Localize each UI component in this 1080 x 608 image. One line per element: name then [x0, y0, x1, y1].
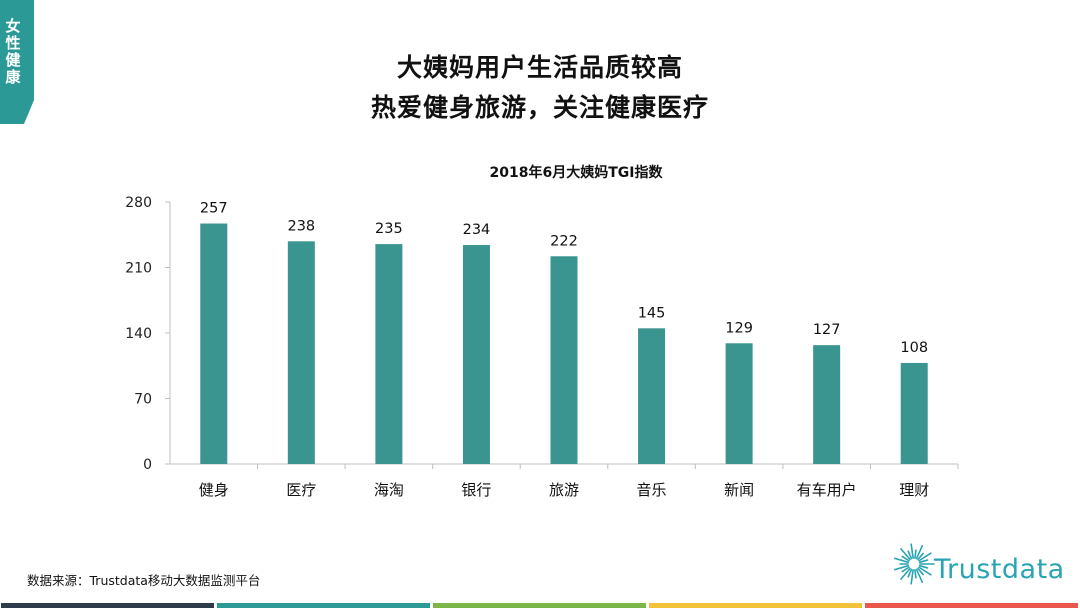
starburst-ray	[900, 567, 911, 580]
x-tick-label: 海淘	[374, 481, 404, 499]
starburst-ray	[910, 543, 914, 559]
footer-color-segment	[217, 603, 430, 608]
starburst-ray	[900, 548, 911, 561]
bar	[200, 223, 228, 464]
bar	[287, 241, 315, 464]
data-label: 108	[900, 340, 928, 356]
bar	[638, 328, 666, 464]
y-tick-label: 280	[125, 195, 152, 211]
starburst-ray	[901, 566, 910, 573]
x-tick-label: 健身	[199, 481, 229, 499]
trustdata-logo: Trustdata	[894, 536, 1074, 592]
data-source-note: 数据来源：Trustdata移动大数据监测平台	[27, 573, 261, 588]
bar	[550, 256, 578, 464]
starburst-ray	[894, 557, 910, 564]
category-tag-shape	[0, 0, 34, 124]
x-tick-label: 理财	[899, 481, 929, 499]
bar	[375, 244, 403, 464]
bar	[462, 245, 490, 464]
data-label: 235	[375, 221, 403, 237]
headline-line-2: 热爱健身旅游，关注健康医疗	[370, 93, 709, 122]
data-label: 127	[813, 322, 841, 338]
starburst-ray	[907, 568, 913, 578]
starburst-ray	[907, 550, 913, 560]
starburst-ray	[914, 569, 917, 579]
headline-line-1: 大姨妈用户生活品质较高	[396, 53, 683, 82]
footer-color-segment	[649, 603, 862, 608]
starburst-ray	[918, 552, 932, 562]
starburst-ray	[918, 559, 929, 564]
starburst-ray	[894, 564, 910, 571]
category-tag: 女性健康	[0, 0, 34, 124]
footer-color-segment	[1, 603, 214, 608]
data-label: 257	[200, 201, 228, 217]
bar	[813, 345, 841, 464]
tgi-bar-chart: 2018年6月大姨妈TGI指数 0 70 140 210 280 257 健身 238 医疗 235…	[125, 164, 959, 499]
starburst-ray	[910, 569, 914, 585]
x-tick-label: 有车用户	[797, 481, 857, 499]
data-label: 234	[463, 222, 491, 238]
logo-text: Trustdata	[934, 554, 1065, 585]
footer-color-strip	[0, 603, 1080, 608]
data-label: 238	[287, 218, 315, 234]
starburst-icon	[894, 543, 935, 585]
starburst-ray	[918, 566, 932, 576]
data-label: 145	[638, 305, 666, 321]
x-tick-label: 银行	[461, 481, 491, 499]
category-tag-label: 女性健康	[5, 17, 21, 86]
starburst-ray	[918, 564, 929, 569]
starburst-ray	[917, 552, 924, 561]
footer-color-segment	[865, 603, 1078, 608]
x-tick-label: 医疗	[286, 481, 316, 499]
x-tick-label: 新闻	[724, 481, 754, 499]
bar	[900, 362, 928, 464]
data-label: 129	[725, 320, 753, 336]
x-tick-label: 音乐	[637, 481, 667, 499]
x-tick-label: 旅游	[549, 481, 579, 499]
starburst-ray	[915, 545, 924, 560]
data-label: 222	[550, 233, 578, 249]
starburst-ray	[915, 568, 924, 583]
footer-color-segment	[433, 603, 646, 608]
bar	[725, 343, 753, 464]
starburst-ray	[914, 549, 917, 559]
starburst-ray	[901, 555, 910, 562]
y-tick-label: 70	[134, 392, 152, 408]
y-tick-label: 210	[125, 261, 152, 277]
chart-title: 2018年6月大姨妈TGI指数	[490, 164, 664, 181]
y-tick-label: 0	[143, 457, 152, 473]
starburst-ray	[917, 567, 924, 576]
y-tick-label: 140	[125, 326, 152, 342]
